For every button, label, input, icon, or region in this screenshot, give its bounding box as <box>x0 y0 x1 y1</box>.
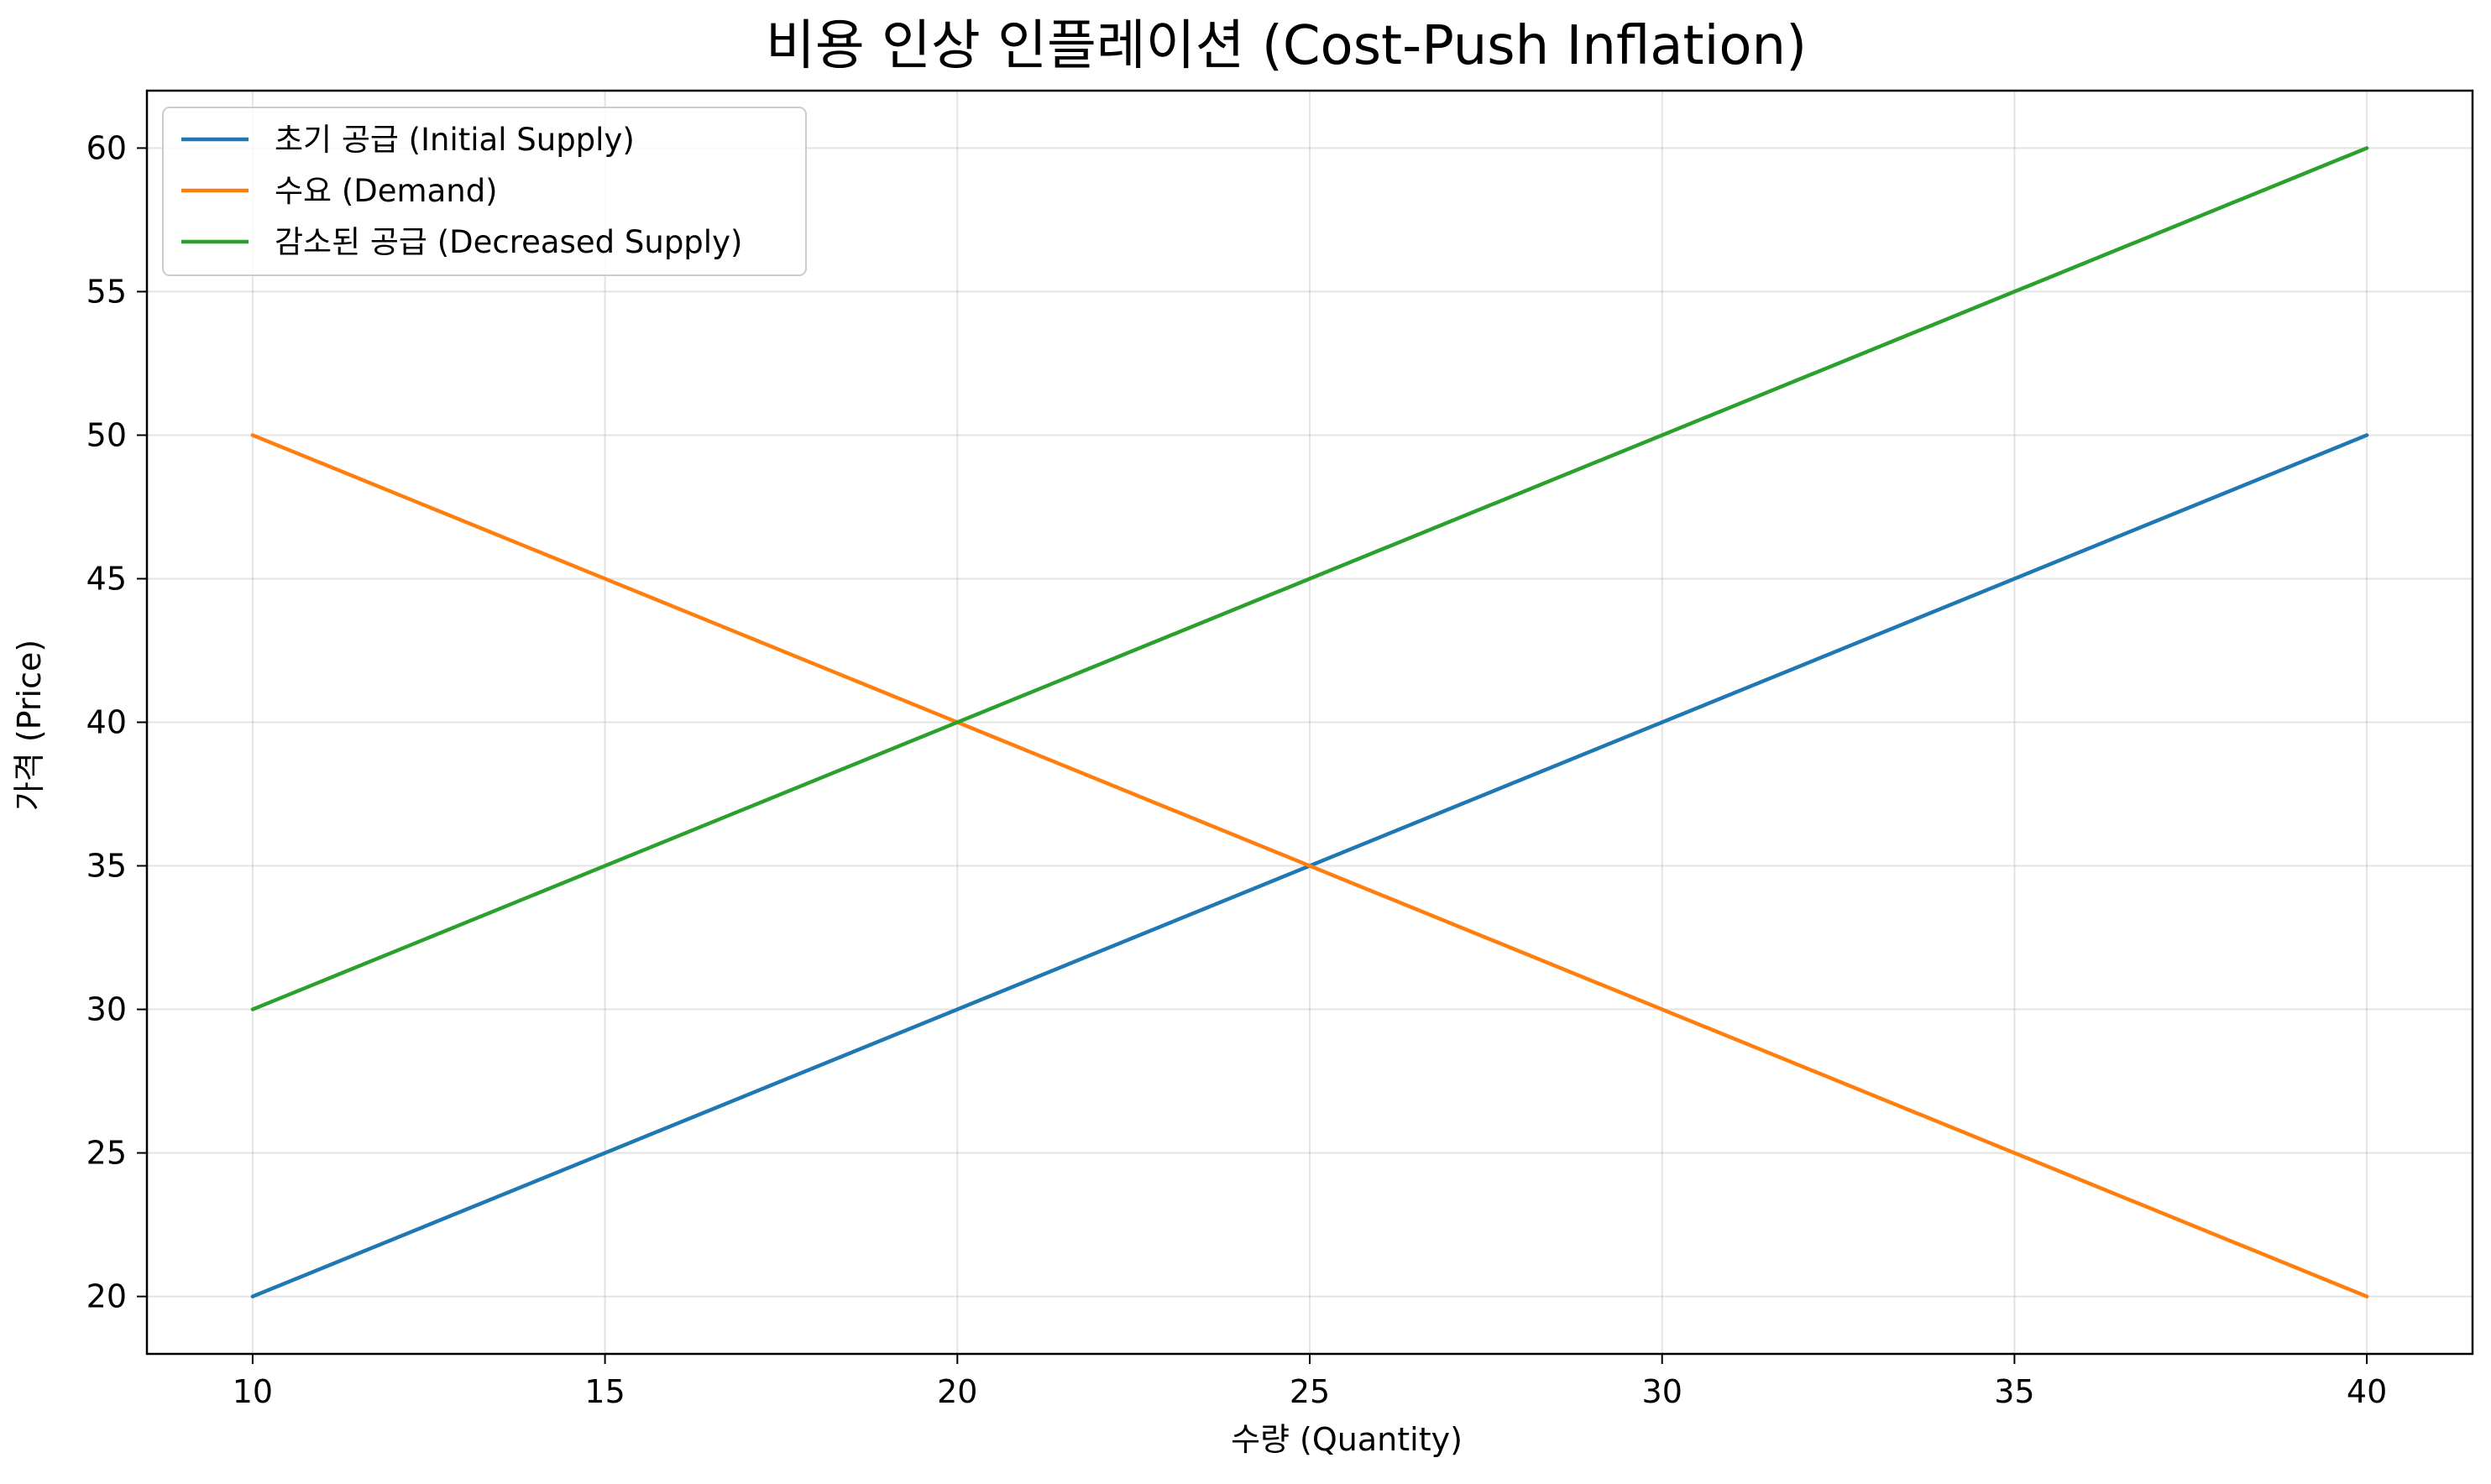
legend-label-2: 수요 (Demand) <box>275 173 498 209</box>
series-line-3 <box>250 146 2369 1011</box>
plot-series <box>250 146 2369 1298</box>
y-tick-label: 25 <box>86 1135 127 1172</box>
x-tick-label: 20 <box>937 1373 977 1410</box>
y-tick-label: 30 <box>86 991 127 1028</box>
x-tick-label: 40 <box>2347 1373 2387 1410</box>
x-axis-label: 수량 (Quantity) <box>1231 1421 1463 1458</box>
y-tick-label: 60 <box>86 129 127 166</box>
x-tick-label: 15 <box>584 1373 625 1410</box>
legend: 초기 공급 (Initial Supply) 수요 (Demand) 감소된 공급 … <box>162 107 807 276</box>
x-tick-label: 35 <box>1994 1373 2034 1410</box>
y-tick-label: 45 <box>86 560 127 597</box>
legend-label-1: 초기 공급 (Initial Supply) <box>275 122 635 158</box>
y-tick-label: 40 <box>86 704 127 741</box>
y-tick-label: 50 <box>86 416 127 453</box>
axis-ticks: 10 15 20 25 30 35 40 20 25 30 35 40 45 50 55 60 <box>86 129 2388 1410</box>
y-tick-label: 35 <box>86 848 127 885</box>
y-tick-label: 55 <box>86 273 127 310</box>
legend-box <box>162 107 807 276</box>
y-tick-label: 20 <box>86 1278 127 1315</box>
x-tick-label: 30 <box>1642 1373 1682 1410</box>
series-line-2 <box>250 433 2369 1298</box>
x-tick-label: 25 <box>1290 1373 1330 1410</box>
chart-title: 비용 인상 인플레이션 (Cost-Push Inflation) <box>766 15 1807 77</box>
x-tick-label: 10 <box>233 1373 273 1410</box>
y-axis-label: 가격 (Price) <box>11 640 48 811</box>
legend-label-3: 감소된 공급 (Decreased Supply) <box>275 224 742 260</box>
